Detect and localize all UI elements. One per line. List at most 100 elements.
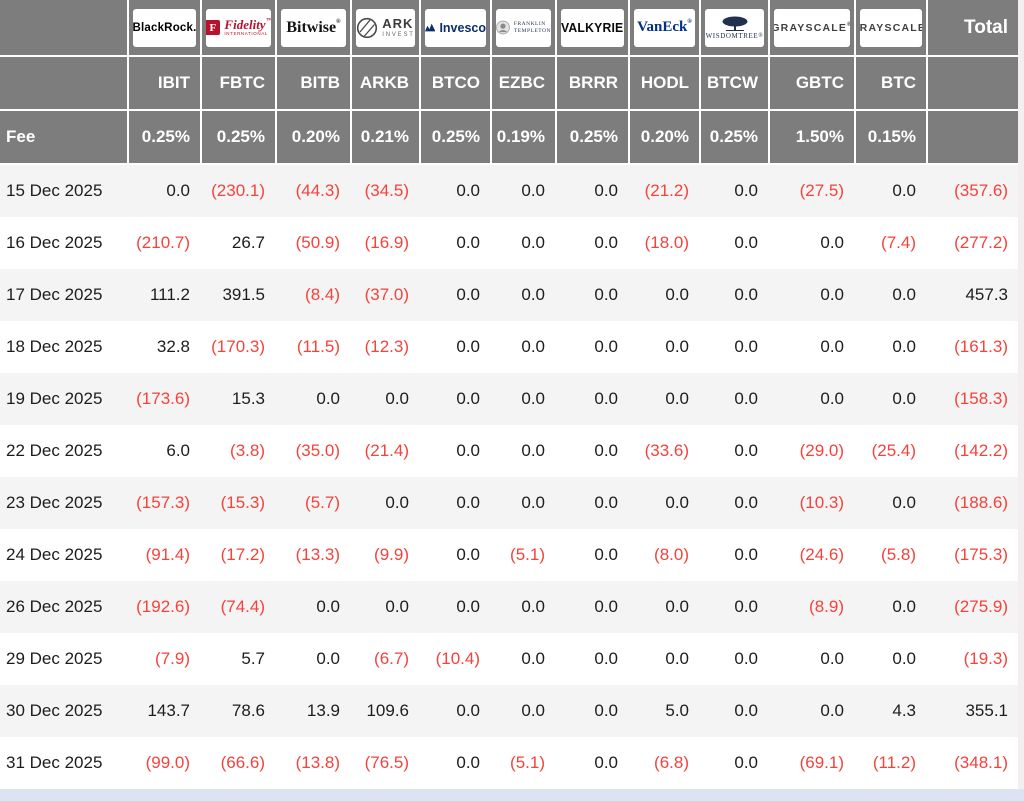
flow-value: 0.0 bbox=[521, 337, 545, 356]
flow-cell-total: (188.6) bbox=[928, 477, 1018, 529]
flow-cell-hodl: (18.0) bbox=[630, 217, 699, 269]
flow-cell-arkb: (76.5) bbox=[352, 737, 419, 789]
flow-cell-ezbc: (5.1) bbox=[492, 737, 555, 789]
flow-value: 0.0 bbox=[456, 337, 480, 356]
fidelity-subtext: INTERNATIONAL bbox=[224, 31, 268, 37]
ticker-btcw[interactable]: BTCW bbox=[701, 57, 768, 109]
fee-value: 0.25% bbox=[569, 127, 618, 146]
flow-cell-ezbc: 0.0 bbox=[492, 321, 555, 373]
flow-cell-ezbc: 0.0 bbox=[492, 373, 555, 425]
flow-value: 0.0 bbox=[594, 389, 618, 408]
flow-value: 0.0 bbox=[456, 545, 480, 564]
flow-cell-gbtc: (24.6) bbox=[770, 529, 854, 581]
flow-cell-arkb: (37.0) bbox=[352, 269, 419, 321]
total-header-cell: Total bbox=[928, 0, 1018, 55]
flow-value: (66.6) bbox=[220, 753, 265, 772]
flow-cell-btco: 0.0 bbox=[421, 321, 490, 373]
ticker-label: GBTC bbox=[795, 73, 844, 92]
fidelity-wordmark: Fidelity™ bbox=[224, 17, 271, 33]
ticker-ezbc[interactable]: EZBC bbox=[492, 57, 555, 109]
date-label: 15 Dec 2025 bbox=[6, 181, 103, 200]
flow-value: 0.0 bbox=[892, 181, 916, 200]
logo-cell-ibit: BlackRock. bbox=[129, 0, 200, 55]
flow-value: 15.3 bbox=[231, 389, 265, 408]
ticker-label: BTC bbox=[881, 73, 916, 92]
flow-cell-total: 355.1 bbox=[928, 685, 1018, 737]
fee-value: 0.15% bbox=[867, 127, 916, 146]
flow-cell-ibit: 143.7 bbox=[129, 685, 200, 737]
wisdomtree-tree-icon bbox=[722, 16, 747, 31]
ticker-btco[interactable]: BTCO bbox=[421, 57, 490, 109]
ticker-row-total-cell bbox=[928, 57, 1018, 109]
total-value: (19.3) bbox=[963, 649, 1008, 668]
flow-cell-gbtc: (69.1) bbox=[770, 737, 854, 789]
table-row: 15 Dec 2025 0.0 (230.1) (44.3) (34.5) 0.0 0.0 0… bbox=[0, 165, 1018, 217]
fee-value: 0.25% bbox=[216, 127, 265, 146]
flow-value: (50.9) bbox=[295, 233, 340, 252]
ticker-gbtc[interactable]: GBTC bbox=[770, 57, 854, 109]
flow-cell-btc: (25.4) bbox=[856, 425, 926, 477]
flow-cell-bitb: (35.0) bbox=[277, 425, 350, 477]
flow-cell-ibit: 111.2 bbox=[129, 269, 200, 321]
logo-cell-ezbc: FRANKLIN TEMPLETON bbox=[492, 0, 555, 55]
flow-value: 0.0 bbox=[594, 441, 618, 460]
flow-value: (44.3) bbox=[295, 181, 340, 200]
franklin-logo: FRANKLIN TEMPLETON bbox=[496, 8, 551, 47]
flow-value: 0.0 bbox=[316, 649, 340, 668]
flow-value: 0.0 bbox=[665, 649, 689, 668]
flow-cell-arkb: 0.0 bbox=[352, 373, 419, 425]
flow-value: 0.0 bbox=[665, 597, 689, 616]
flow-cell-btcw: 0.0 bbox=[701, 529, 768, 581]
flow-value: 0.0 bbox=[734, 493, 758, 512]
flow-value: 0.0 bbox=[734, 285, 758, 304]
row-date: 30 Dec 2025 bbox=[0, 685, 127, 737]
flow-value: (6.7) bbox=[374, 649, 409, 668]
flow-value: 0.0 bbox=[316, 389, 340, 408]
flow-value: (5.1) bbox=[510, 753, 545, 772]
ticker-hodl[interactable]: HODL bbox=[630, 57, 699, 109]
fee-value: 0.21% bbox=[360, 127, 409, 146]
flow-cell-btcw: 0.0 bbox=[701, 477, 768, 529]
fee-value: 0.25% bbox=[709, 127, 758, 146]
flow-cell-fbtc: 15.3 bbox=[202, 373, 275, 425]
flow-value: 111.2 bbox=[149, 285, 190, 304]
fee-btcw: 0.25% bbox=[701, 111, 768, 163]
flow-cell-bitb: (13.8) bbox=[277, 737, 350, 789]
flow-value: 0.0 bbox=[594, 493, 618, 512]
ticker-row: IBIT FBTC BITB ARKB BTCO EZBC BRRR HODL BTCW GBTC… bbox=[0, 57, 1018, 109]
flow-value: 0.0 bbox=[594, 753, 618, 772]
flow-value: 32.8 bbox=[156, 337, 190, 356]
logo-cell-fbtc: F Fidelity™ INTERNATIONAL bbox=[202, 0, 275, 55]
logo-cell-btcw: WISDOMTREE® bbox=[701, 0, 768, 55]
ticker-btc[interactable]: BTC bbox=[856, 57, 926, 109]
flow-cell-ezbc: 0.0 bbox=[492, 685, 555, 737]
flow-value: 0.0 bbox=[820, 233, 844, 252]
table-row: 26 Dec 2025 (192.6) (74.4) 0.0 0.0 0.0 0.0 0.0 0… bbox=[0, 581, 1018, 633]
flow-value: 0.0 bbox=[594, 701, 618, 720]
flow-value: 0.0 bbox=[594, 181, 618, 200]
flow-cell-gbtc: 0.0 bbox=[770, 269, 854, 321]
flow-cell-gbtc: 0.0 bbox=[770, 217, 854, 269]
flow-cell-btco: 0.0 bbox=[421, 165, 490, 217]
ticker-arkb[interactable]: ARKB bbox=[352, 57, 419, 109]
ticker-fbtc[interactable]: FBTC bbox=[202, 57, 275, 109]
grayscale-logo: GRAYSCALE® bbox=[774, 8, 850, 47]
fee-fbtc: 0.25% bbox=[202, 111, 275, 163]
flow-cell-fbtc: 26.7 bbox=[202, 217, 275, 269]
flow-cell-brrr: 0.0 bbox=[557, 737, 628, 789]
row-date: 23 Dec 2025 bbox=[0, 477, 127, 529]
ticker-bitb[interactable]: BITB bbox=[277, 57, 350, 109]
flow-cell-btcw: 0.0 bbox=[701, 737, 768, 789]
flow-cell-ibit: (157.3) bbox=[129, 477, 200, 529]
flow-cell-hodl: 0.0 bbox=[630, 633, 699, 685]
flow-value: (8.4) bbox=[305, 285, 340, 304]
flow-cell-btco: 0.0 bbox=[421, 373, 490, 425]
ticker-ibit[interactable]: IBIT bbox=[129, 57, 200, 109]
logo-cell-brrr: VALKYRIE bbox=[557, 0, 628, 55]
flow-cell-brrr: 0.0 bbox=[557, 373, 628, 425]
flow-value: 0.0 bbox=[734, 181, 758, 200]
flow-value: 0.0 bbox=[734, 545, 758, 564]
ticker-brrr[interactable]: BRRR bbox=[557, 57, 628, 109]
flow-value: 0.0 bbox=[734, 753, 758, 772]
flow-cell-arkb: (34.5) bbox=[352, 165, 419, 217]
